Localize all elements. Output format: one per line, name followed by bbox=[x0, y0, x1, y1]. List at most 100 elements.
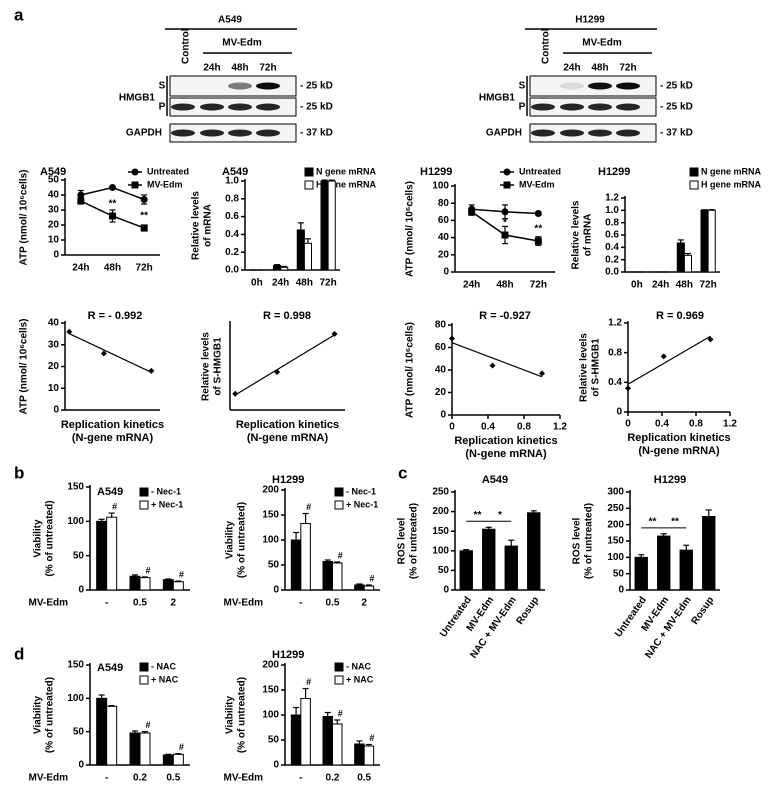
y-tick-label: 0.2 bbox=[605, 254, 619, 265]
bar bbox=[129, 575, 141, 591]
blot-title: A549 bbox=[218, 15, 242, 26]
bar bbox=[504, 545, 518, 591]
x-tick-label: - bbox=[105, 773, 108, 784]
panel-label: a bbox=[14, 5, 24, 24]
significance: # bbox=[338, 550, 343, 560]
size-label: - 25 kD bbox=[300, 102, 333, 113]
y-axis-label: Viability bbox=[33, 695, 44, 734]
band bbox=[256, 82, 280, 90]
x-tick-label: - bbox=[299, 773, 302, 784]
legend-label: Untreated bbox=[519, 166, 561, 176]
y-tick-label: 1.2 bbox=[608, 318, 622, 329]
legend-swatch bbox=[334, 662, 344, 672]
x-tick-label: - bbox=[299, 598, 302, 609]
x-axis-label: (N-gene mRNA) bbox=[72, 432, 154, 444]
significance: # bbox=[179, 569, 184, 579]
y-tick-label: 150 bbox=[432, 526, 449, 537]
x-axis-label: MV-Edm bbox=[224, 773, 264, 784]
lane-label: 72h bbox=[259, 63, 276, 74]
y-tick-label: 20 bbox=[48, 220, 60, 231]
bar bbox=[300, 698, 311, 766]
lane-label: 72h bbox=[619, 63, 636, 74]
chart-title: A549 bbox=[97, 486, 123, 498]
x-tick-label: 24h bbox=[652, 280, 669, 291]
fraction-label: P bbox=[159, 102, 166, 113]
x-tick-label: 0h bbox=[251, 278, 263, 289]
point bbox=[232, 390, 239, 397]
x-axis-label: Replication kinetics bbox=[61, 419, 164, 431]
y-tick-label: 50 bbox=[48, 175, 60, 186]
legend-label: + NAC bbox=[346, 674, 374, 684]
y-tick-label: 0 bbox=[53, 405, 59, 416]
x-axis-label: Replication kinetics bbox=[236, 419, 339, 431]
y-tick-label: 0 bbox=[440, 410, 446, 421]
y-tick-label: 60 bbox=[438, 215, 450, 226]
y-axis-label: ROS level bbox=[572, 517, 583, 564]
y-axis-label: ATP (nmol/ 10⁶cells) bbox=[19, 319, 30, 415]
chart-title: A549 bbox=[222, 166, 248, 178]
band bbox=[560, 129, 584, 137]
y-axis-label: ATP (nmol/ 10⁶cells) bbox=[405, 181, 416, 277]
point bbox=[449, 335, 455, 342]
significance: # bbox=[306, 502, 311, 512]
band bbox=[560, 82, 584, 90]
x-axis-label: (N-gene mRNA) bbox=[247, 432, 329, 444]
legend-swatch bbox=[304, 167, 314, 177]
y-tick-label: 0.0 bbox=[605, 267, 619, 278]
y-tick-label: 40 bbox=[48, 318, 60, 329]
point bbox=[539, 370, 545, 377]
y-tick-label: 250 bbox=[432, 487, 449, 498]
y-tick-label: 50 bbox=[73, 550, 85, 561]
y-tick-label: 10 bbox=[48, 235, 60, 246]
band bbox=[228, 103, 252, 111]
size-label: - 25 kD bbox=[660, 81, 693, 92]
y-axis-label: Viability bbox=[33, 519, 44, 558]
y-tick-label: 100 bbox=[607, 552, 624, 563]
y-tick-label: 250 bbox=[607, 503, 624, 514]
y-tick-label: 150 bbox=[262, 510, 279, 521]
y-axis-label: Relative levels bbox=[571, 200, 582, 269]
bar bbox=[172, 581, 184, 591]
x-axis-label: (N-gene mRNA) bbox=[638, 445, 720, 457]
bar bbox=[363, 585, 375, 591]
bar bbox=[676, 242, 685, 273]
point bbox=[489, 362, 496, 369]
y-tick-label: 150 bbox=[67, 660, 84, 671]
y-tick-label: 0.0 bbox=[225, 265, 239, 276]
lane-label: Control bbox=[181, 28, 192, 64]
x-tick-label: 72h bbox=[320, 278, 337, 289]
panel-label: d bbox=[14, 644, 24, 663]
bar bbox=[634, 556, 648, 591]
bar bbox=[482, 528, 496, 591]
r-label: R = -0.927 bbox=[479, 310, 531, 322]
legend-swatch bbox=[334, 675, 344, 685]
band bbox=[560, 103, 584, 111]
x-tick-label: 48h bbox=[104, 263, 121, 274]
point bbox=[66, 328, 73, 335]
x-tick-label: Untreated bbox=[438, 595, 474, 640]
marker bbox=[77, 197, 85, 205]
x-tick-label: 0 bbox=[625, 419, 631, 430]
band bbox=[171, 103, 195, 111]
x-axis-label: MV-Edm bbox=[29, 773, 69, 784]
significance: # bbox=[369, 573, 374, 583]
y-tick-label: 80 bbox=[435, 320, 447, 331]
lane-label: 48h bbox=[591, 63, 608, 74]
y-tick-label: 100 bbox=[432, 545, 449, 556]
y-axis-label: (% of untreated) bbox=[45, 500, 56, 576]
y-axis-label: of mRNA bbox=[583, 214, 594, 257]
legend-label: - NAC bbox=[151, 661, 176, 671]
chart-title: H1299 bbox=[654, 474, 686, 486]
marker bbox=[501, 208, 509, 216]
protein-label: HMGB1 bbox=[479, 93, 516, 104]
y-tick-label: 0.4 bbox=[605, 242, 619, 253]
y-tick-label: 0.4 bbox=[225, 229, 239, 240]
legend-swatch bbox=[139, 662, 149, 672]
point bbox=[625, 385, 631, 392]
marker bbox=[131, 168, 139, 176]
bar bbox=[139, 732, 151, 766]
bar bbox=[162, 754, 174, 766]
lane-label: Control bbox=[541, 28, 552, 64]
significance: ** bbox=[109, 199, 117, 210]
